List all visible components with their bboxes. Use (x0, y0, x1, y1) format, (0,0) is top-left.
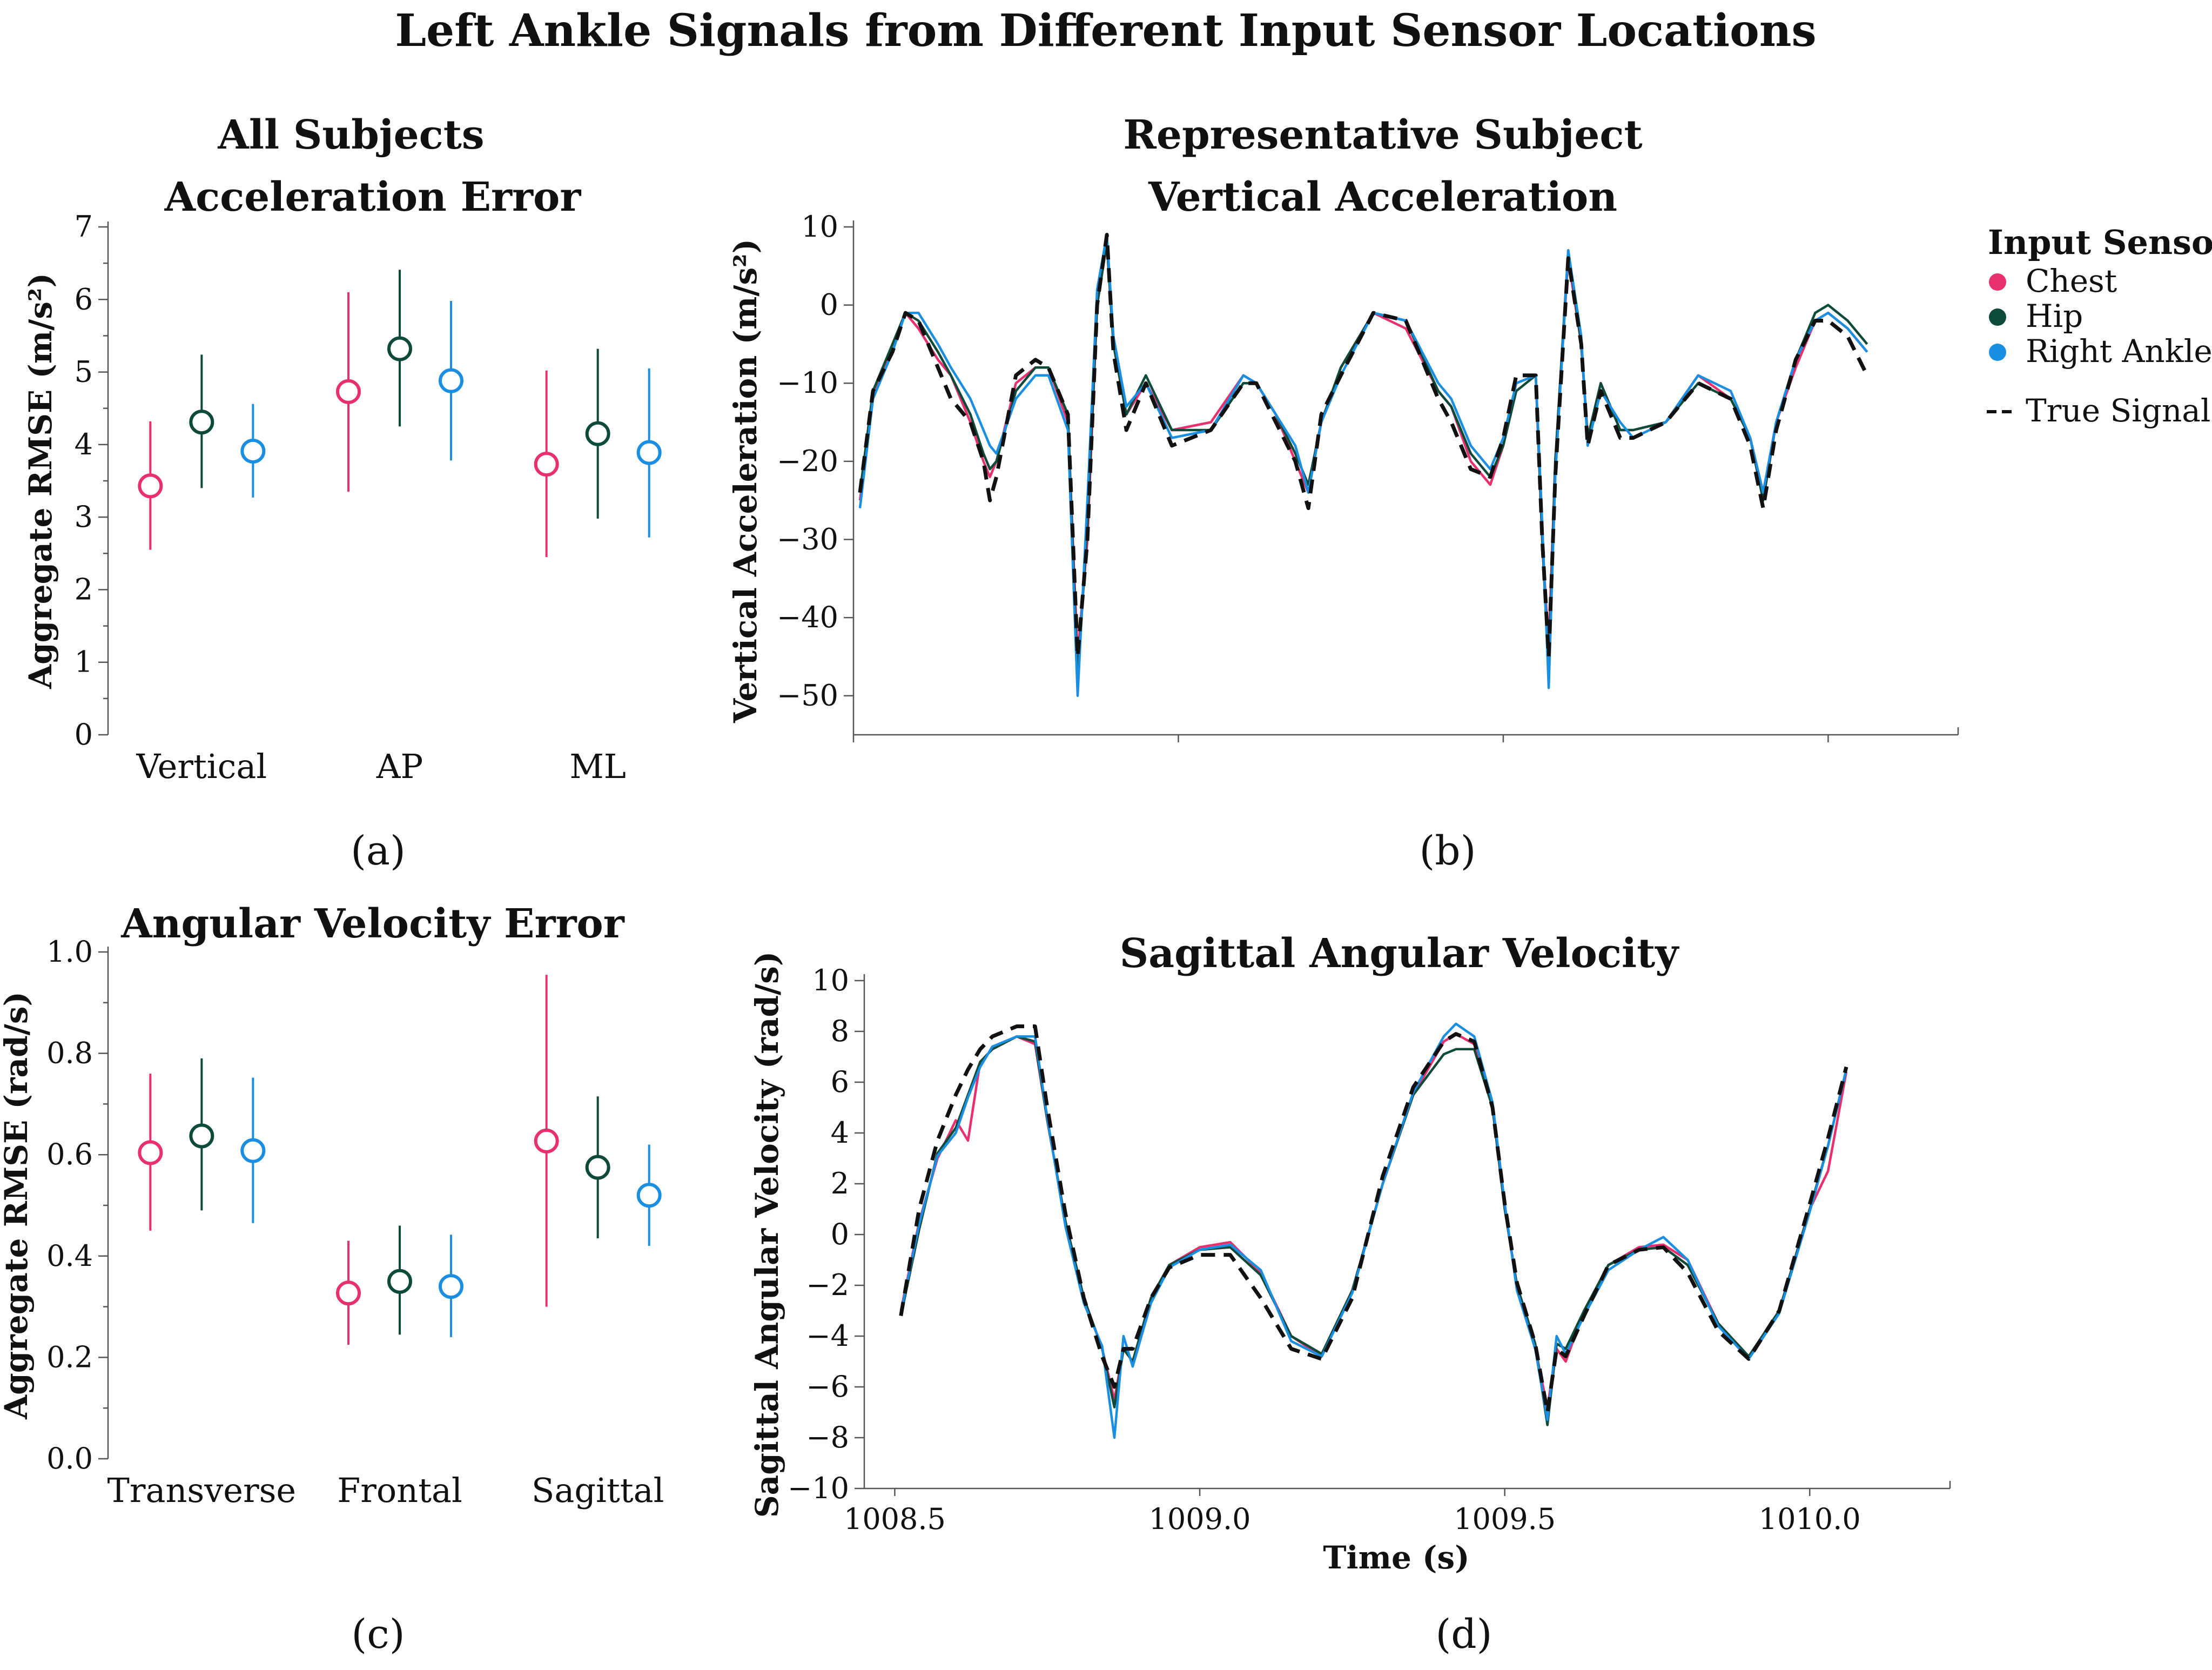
section-title-representative-subject: Representative Subject (1123, 112, 1642, 158)
point-hip (189, 410, 214, 435)
y-tick-label: 0.2 (46, 1340, 93, 1374)
panel-title: Sagittal Angular Velocity (1120, 930, 1680, 977)
point-right-ankle (240, 438, 266, 464)
legend-label-hip: Hip (2026, 298, 2083, 334)
y-tick-label: 0.0 (46, 1441, 93, 1475)
y-tick-label: 7 (75, 210, 93, 244)
point-hip (189, 1123, 214, 1149)
point-hip (387, 1269, 412, 1294)
y-axis-label: Sagittal Angular Velocity (rad/s) (749, 951, 785, 1518)
section-title-all-subjects: All Subjects (217, 112, 484, 158)
category-label-transverse: Transverse (107, 1471, 297, 1510)
y-tick-label: 2 (75, 572, 93, 606)
point-chest (138, 473, 163, 499)
series-line-hip (858, 241, 1868, 682)
y-tick-label: −8 (806, 1420, 849, 1454)
x-axis-label: Time (s) (1323, 1539, 1469, 1576)
category-label-ml: ML (569, 747, 626, 786)
panel-d-sagittal-angular-velocity: Sagittal Angular Velocity 10 8 6 4 2 0 −2 −4 −6 −8… (749, 930, 1951, 1658)
legend-swatch-hip (1989, 308, 2006, 326)
y-tick-label: 10 (801, 210, 838, 244)
y-tick-label: 6 (831, 1065, 849, 1099)
point-chest (138, 1140, 163, 1165)
legend-label-right-ankle: Right Ankle (2026, 333, 2212, 370)
y-tick-label: 1.0 (46, 935, 93, 969)
point-right-ankle (636, 1183, 662, 1208)
panel-title: Vertical Acceleration (1148, 174, 1617, 220)
y-tick-label: 0.6 (46, 1137, 93, 1171)
panel-letter: (c) (351, 1611, 405, 1658)
point-chest (534, 452, 559, 477)
point-chest (336, 379, 361, 404)
panel-letter: (d) (1435, 1611, 1492, 1658)
panel-title: Angular Velocity Error (120, 901, 625, 947)
category-label-ap: AP (376, 747, 423, 786)
category-label-vertical: Vertical (136, 747, 267, 786)
y-tick-label: −2 (806, 1268, 849, 1302)
y-axis-label: Aggregate RMSE (rad/s) (0, 991, 35, 1420)
point-right-ankle (439, 1274, 463, 1299)
point-hip (387, 336, 412, 361)
point-hip (585, 1155, 610, 1180)
series-line-true-signal (858, 233, 1869, 659)
y-tick-label: 4 (831, 1116, 849, 1150)
y-tick-label: −4 (806, 1319, 849, 1353)
point-hip (585, 421, 610, 446)
legend-swatch-right-ankle (1989, 344, 2006, 361)
series-line-chest (858, 241, 1868, 658)
y-axis-label: Aggregate RMSE (m/s²) (22, 273, 59, 689)
y-tick-label: 10 (812, 963, 849, 997)
y-tick-label: 0 (75, 717, 93, 752)
x-tick-label: 1009.5 (1454, 1502, 1556, 1536)
y-tick-label: −50 (777, 679, 838, 713)
x-tick-label: 1009.0 (1149, 1502, 1251, 1536)
point-right-ankle (636, 440, 662, 465)
point-right-ankle (439, 368, 463, 393)
series-line-true-signal (899, 1024, 1848, 1414)
panel-b-vertical-acceleration: Vertical Acceleration 10 0 −10 −20 −30 −40 −50 V… (727, 174, 1959, 874)
y-tick-label: 4 (75, 427, 93, 461)
series-line-right-ankle (858, 233, 1868, 697)
panel-c-angular-velocity-error: Angular Velocity Error 0.0 0.2 0.4 0.6 0.8 1.0… (0, 901, 664, 1658)
panel-letter: (a) (351, 828, 406, 874)
series-line-right-ankle (899, 1022, 1848, 1439)
y-tick-label: 6 (75, 282, 93, 316)
y-tick-label: −20 (777, 444, 838, 478)
y-tick-label: 0 (820, 288, 838, 322)
y-tick-label: 3 (75, 500, 93, 534)
y-tick-label: −30 (777, 522, 838, 556)
category-label-frontal: Frontal (337, 1471, 462, 1510)
point-right-ankle (240, 1138, 266, 1163)
panel-a-acceleration-error: Acceleration Error 0 1 2 3 4 5 6 7 Aggregate RMSE… (22, 174, 662, 874)
legend-swatch-chest (1989, 273, 2006, 291)
y-axis-label: Vertical Acceleration (m/s²) (727, 239, 764, 723)
y-tick-label: 8 (831, 1014, 849, 1048)
y-tick-label: 5 (75, 355, 93, 389)
x-tick-label: 1010.0 (1759, 1502, 1861, 1536)
legend-label-chest: Chest (2026, 263, 2117, 299)
panel-letter: (b) (1419, 828, 1476, 874)
y-tick-label: 0.4 (46, 1239, 93, 1273)
x-tick-label: 1008.5 (844, 1502, 946, 1536)
point-chest (336, 1280, 361, 1306)
legend-label-true-signal: True Signal (2026, 392, 2210, 429)
y-tick-label: −10 (788, 1471, 849, 1505)
legend-title: Input Sensor (1988, 223, 2212, 262)
figure-title: Left Ankle Signals from Different Input … (395, 5, 1816, 57)
category-label-sagittal: Sagittal (532, 1471, 664, 1510)
y-tick-label: −10 (777, 366, 838, 400)
point-chest (534, 1128, 559, 1153)
y-tick-label: 2 (831, 1166, 849, 1200)
panel-title: Acceleration Error (164, 174, 582, 220)
y-tick-label: −40 (777, 600, 838, 634)
y-tick-label: −6 (806, 1370, 849, 1404)
y-tick-label: 0.8 (46, 1036, 93, 1070)
y-tick-label: 0 (831, 1217, 849, 1251)
y-tick-label: 1 (75, 645, 93, 679)
